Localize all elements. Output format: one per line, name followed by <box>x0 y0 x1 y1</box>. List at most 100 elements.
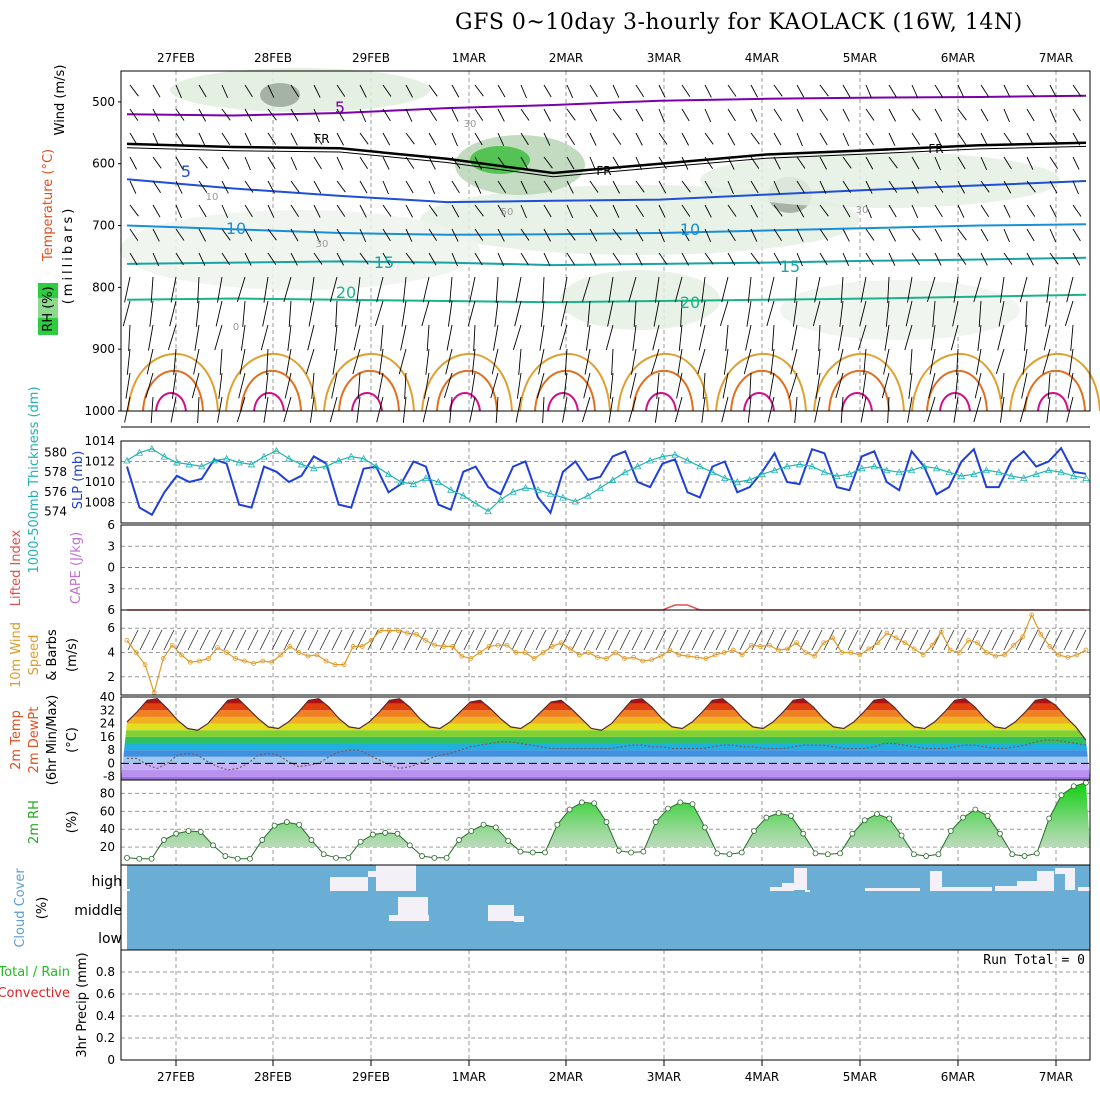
panel-frame-upper <box>120 70 1091 412</box>
wind-barb <box>287 324 292 351</box>
rh-shade-region <box>120 210 480 290</box>
rh-point <box>554 821 561 828</box>
thickness-marker <box>1020 474 1028 481</box>
wind-barb <box>609 372 614 399</box>
temp-contour-30 <box>632 369 694 412</box>
wind-barb <box>773 180 781 194</box>
wind-barb <box>658 180 667 194</box>
wind10-point <box>332 662 338 668</box>
wind10-point <box>848 650 854 655</box>
rh-point <box>148 855 155 862</box>
wind-barb <box>1049 108 1057 122</box>
wind-barb <box>612 108 622 121</box>
wind-barb <box>336 108 345 122</box>
wind-barb <box>887 276 890 303</box>
wind10-barb <box>319 629 331 651</box>
wind-barb <box>750 84 758 98</box>
wind-barb <box>1003 228 1010 243</box>
wind-barb <box>198 228 206 242</box>
wind-barb <box>635 156 643 170</box>
thickness-marker <box>609 476 617 483</box>
temp-tick-label: 32 <box>100 703 115 717</box>
wind-barb <box>286 348 292 375</box>
wind-barb <box>313 132 323 145</box>
pressure-tick-label: 1000 <box>84 404 115 418</box>
wind-barb <box>980 108 989 122</box>
wind10-point <box>613 650 618 655</box>
thickness-marker <box>883 466 891 474</box>
wind-barb <box>355 300 361 327</box>
wind10-point <box>323 658 329 664</box>
wind10-point <box>1083 647 1089 653</box>
wind-barb <box>520 204 527 219</box>
wind-barb <box>405 84 413 98</box>
rh-point <box>345 854 352 861</box>
wind-barb <box>451 132 458 147</box>
wind-barb <box>658 108 665 123</box>
wind-barb <box>745 324 752 351</box>
temp-contour-35 <box>645 392 677 412</box>
wind10-barb <box>139 629 151 651</box>
wind-barb <box>290 204 300 217</box>
wind-barb <box>628 396 637 423</box>
wind10-barb <box>691 629 703 651</box>
wind-barb <box>145 372 154 399</box>
date-label-bottom: 29FEB <box>352 1070 390 1084</box>
wind-barb <box>842 204 851 218</box>
wind10-point <box>350 644 356 649</box>
wind-barb <box>566 180 574 194</box>
axes-layer <box>118 70 1091 1066</box>
date-label-top: 3MAR <box>647 51 682 65</box>
wind10-line <box>126 613 1087 695</box>
date-label-top: 29FEB <box>352 51 390 65</box>
wind-barb <box>796 108 804 122</box>
wind-barb <box>1026 132 1034 146</box>
wind10-barb <box>475 629 487 651</box>
wind-barb <box>911 84 919 98</box>
wind10-point <box>405 630 410 636</box>
wind-barb <box>356 276 361 303</box>
thickness-tick-label: 578 <box>44 465 67 479</box>
wind-barb <box>999 276 1005 303</box>
wind-barb <box>1046 396 1051 423</box>
wind-barb <box>1021 372 1028 399</box>
wind10-point <box>169 642 175 648</box>
wind-barb <box>335 300 338 327</box>
wind-barb <box>888 84 897 98</box>
wind10-barb <box>727 629 739 651</box>
cloud-clear-block <box>376 865 416 891</box>
wind-barb <box>589 156 596 171</box>
date-label-top: 1MAR <box>452 51 487 65</box>
wind-barb <box>469 276 476 303</box>
wind-barb <box>128 324 131 351</box>
wind-barb <box>290 228 299 242</box>
wind10-point <box>133 650 139 655</box>
wind-barb <box>359 180 368 194</box>
wind-barb <box>973 276 982 303</box>
rh-point <box>677 799 684 806</box>
thickness-marker <box>322 462 330 470</box>
thickness-marker <box>907 466 916 474</box>
wind-barb <box>221 108 231 121</box>
wind-barb <box>543 252 551 266</box>
wind-barb <box>313 252 323 265</box>
wind-barb <box>934 156 941 171</box>
wind-barb <box>331 372 338 399</box>
wind10-barb <box>571 629 583 651</box>
rh-point <box>628 849 634 856</box>
wind-barb <box>218 372 223 399</box>
thickness-marker <box>808 462 816 470</box>
wind10-point <box>703 656 709 661</box>
wind-barb <box>129 84 139 97</box>
wind-barb <box>819 132 828 146</box>
wind10-point <box>676 652 682 658</box>
date-label-bottom: 3MAR <box>647 1070 682 1084</box>
wind-barb <box>770 348 775 375</box>
wind-barb <box>491 348 499 375</box>
thickness-marker <box>820 468 829 476</box>
wind-barb <box>359 84 367 98</box>
wind-barb <box>197 396 200 423</box>
thickness-marker <box>422 474 430 481</box>
pressure-tick-label: 700 <box>92 219 115 233</box>
wind-barb <box>584 348 591 375</box>
